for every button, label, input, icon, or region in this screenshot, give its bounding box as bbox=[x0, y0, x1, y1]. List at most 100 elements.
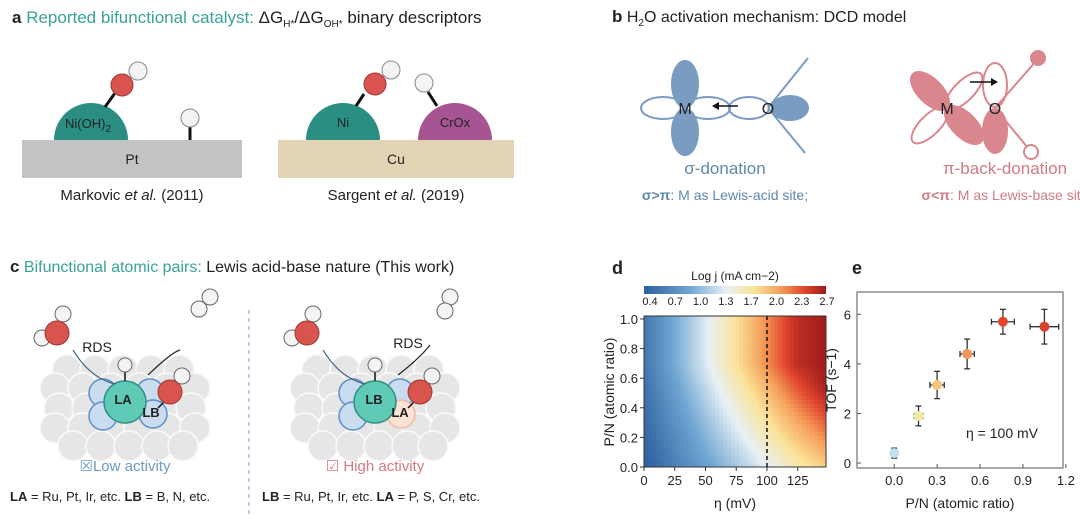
heatmap-cell bbox=[774, 355, 780, 361]
heatmap-cell bbox=[663, 415, 669, 420]
heatmap-cell bbox=[814, 459, 819, 464]
reaction-arrow bbox=[147, 349, 181, 376]
heatmap-cell bbox=[806, 339, 811, 345]
heatmap-cell bbox=[750, 415, 756, 420]
heatmap-cell bbox=[703, 327, 708, 333]
heatmap-cell bbox=[750, 363, 756, 369]
heatmap-cell bbox=[683, 335, 689, 341]
heatmap-cell bbox=[798, 391, 803, 397]
heatmap-cell bbox=[798, 367, 803, 373]
heatmap-cell bbox=[818, 379, 823, 385]
heatmap-cell bbox=[695, 335, 700, 341]
heatmap-cell bbox=[655, 395, 661, 401]
heatmap-cell bbox=[723, 391, 728, 397]
heatmap-cell bbox=[818, 443, 823, 448]
heatmap-cell bbox=[719, 415, 724, 420]
heatmap-cell bbox=[754, 427, 760, 432]
heatmap-cell bbox=[750, 371, 756, 377]
heatmap-cell bbox=[806, 355, 811, 361]
heatmap-cell bbox=[766, 363, 772, 369]
heatmap-cell bbox=[754, 363, 760, 369]
heatmap-cell bbox=[798, 327, 803, 333]
heatmap-cell bbox=[762, 387, 768, 393]
heatmap-cell bbox=[707, 351, 712, 357]
heatmap-cell bbox=[818, 359, 823, 365]
heatmap-cell bbox=[644, 411, 649, 416]
heatmap-cell bbox=[790, 407, 795, 412]
heatmap-cell bbox=[754, 455, 760, 460]
heatmap-cell bbox=[798, 351, 803, 357]
heatmap-cell bbox=[742, 427, 748, 432]
heatmap-cell bbox=[711, 439, 716, 444]
heatmap-cell bbox=[719, 387, 724, 393]
heatmap-cell bbox=[810, 443, 815, 448]
heatmap-cell bbox=[782, 351, 788, 357]
heatmap-cell bbox=[651, 459, 657, 464]
heatmap-cell bbox=[735, 407, 740, 412]
heatmap-cell bbox=[794, 359, 799, 365]
heatmap-cell bbox=[703, 455, 708, 460]
heatmap-cell bbox=[719, 395, 724, 401]
heatmap-cell bbox=[806, 443, 811, 448]
heatmap-cell bbox=[774, 415, 780, 420]
heatmap-cell bbox=[659, 447, 665, 452]
heatmap-cell bbox=[679, 403, 685, 408]
heatmap-cell bbox=[802, 347, 807, 353]
heatmap-cell bbox=[738, 411, 744, 416]
heatmap-cell bbox=[727, 431, 732, 436]
heatmap-cell bbox=[671, 459, 677, 464]
heatmap-cell bbox=[810, 379, 815, 385]
y-tick-label: 0.0 bbox=[620, 460, 638, 475]
heatmap-cell bbox=[655, 343, 661, 349]
heatmap-cell bbox=[778, 415, 784, 420]
x-tick-label: 0.0 bbox=[885, 473, 903, 488]
heatmap-cell bbox=[687, 363, 693, 369]
heatmap-cell bbox=[822, 459, 826, 464]
bond bbox=[354, 93, 366, 107]
heatmap-cell bbox=[647, 419, 653, 424]
heatmap-cell bbox=[731, 383, 736, 389]
heatmap-cell bbox=[738, 367, 744, 373]
heatmap-cell bbox=[798, 335, 803, 341]
heatmap-cell bbox=[762, 347, 768, 353]
heatmap-cell bbox=[770, 427, 776, 432]
heatmap-cell bbox=[822, 407, 826, 412]
heatmap-cell bbox=[715, 395, 720, 401]
heatmap-cell bbox=[802, 383, 807, 389]
heatmap-cell bbox=[719, 335, 724, 341]
heatmap-cell bbox=[762, 439, 768, 444]
heatmap-cell bbox=[806, 327, 811, 333]
heatmap-cell bbox=[806, 447, 811, 452]
hydrogen-atom bbox=[381, 60, 401, 80]
heatmap-cell bbox=[675, 403, 681, 408]
heatmap-cell bbox=[683, 327, 689, 333]
heatmap-cell bbox=[687, 335, 693, 341]
heatmap-cell bbox=[822, 427, 826, 432]
heatmap-cell bbox=[651, 455, 657, 460]
h2-molecule-left bbox=[190, 288, 219, 318]
heatmap-cell bbox=[762, 367, 768, 373]
heatmap-cell bbox=[675, 387, 681, 393]
heatmap-cell bbox=[742, 431, 748, 436]
heatmap-cell bbox=[675, 423, 681, 428]
heatmap-cell bbox=[766, 451, 772, 456]
heatmap-cell bbox=[683, 459, 689, 464]
heatmap-cell bbox=[770, 399, 776, 405]
heatmap-cell bbox=[679, 395, 685, 401]
heatmap-cell bbox=[644, 375, 649, 381]
heatmap-cell bbox=[814, 415, 819, 420]
heatmap-cell bbox=[644, 439, 649, 444]
heatmap-cell bbox=[651, 379, 657, 385]
data-point bbox=[1039, 321, 1050, 332]
heatmap-cell bbox=[810, 459, 815, 464]
data-point-group bbox=[889, 447, 900, 459]
heatmap-cell bbox=[790, 427, 795, 432]
heatmap-cell bbox=[667, 463, 673, 467]
heatmap-cell bbox=[683, 319, 689, 325]
x-tick-label: 0.9 bbox=[1014, 473, 1032, 488]
heatmap-cell bbox=[802, 395, 807, 401]
heatmap-cell bbox=[770, 423, 776, 428]
heatmap-cell bbox=[758, 399, 764, 405]
heatmap-cell bbox=[822, 443, 826, 448]
